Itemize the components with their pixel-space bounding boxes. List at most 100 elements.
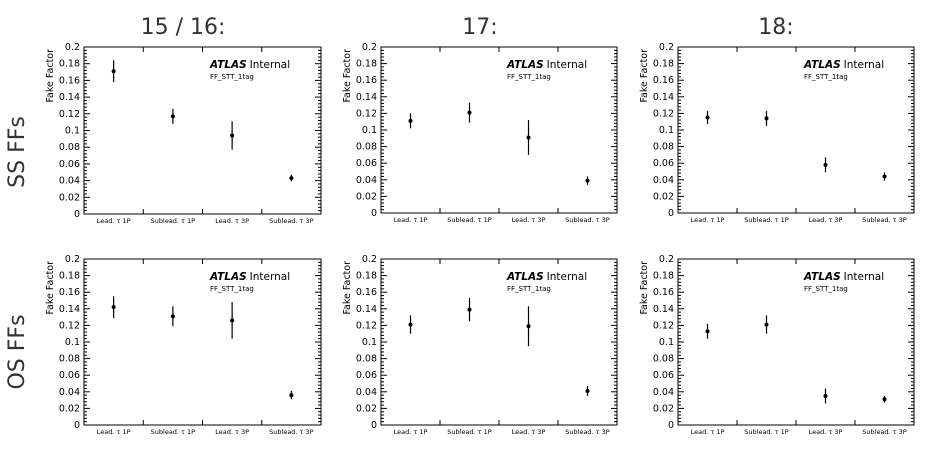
y-tick-label: 0 [371, 420, 377, 431]
panel-1: 0 0.02 0.04 0.06 0.08 0.1 0.12 0.14 0.16 0.18 0.2 L… [45, 42, 322, 225]
y-tick-label: 0.18 [356, 59, 377, 70]
x-tick-label: Lead. τ 1P [691, 428, 725, 436]
y-tick-label: 0.02 [59, 192, 80, 203]
y-tick-label: 0.02 [653, 403, 674, 414]
plot-frame [83, 46, 322, 215]
column-title-1: 15 / 16: [141, 15, 226, 40]
y-tick-label: 0.18 [653, 271, 674, 282]
y-tick-label: 0.06 [59, 159, 80, 170]
y-tick-label: 0.04 [59, 387, 80, 398]
y-tick-label: 0.04 [59, 176, 80, 187]
plot-frame [380, 46, 618, 214]
data-point [764, 116, 769, 121]
y-tick-label: 0.2 [659, 42, 674, 53]
y-tick-label: 0.08 [653, 142, 674, 153]
y-tick-label: 0.16 [356, 287, 377, 298]
data-point [882, 397, 887, 402]
x-tick-label: Lead. τ 1P [97, 217, 131, 225]
selection-annotation: FF_STT_1tag [210, 285, 254, 293]
y-tick-label: 0.18 [59, 59, 80, 70]
y-tick-label: 0.1 [362, 337, 377, 348]
row-title-ss: SS FFs [5, 116, 30, 188]
y-axis-label: Fake Factor [342, 261, 353, 315]
y-axis-label: Fake Factor [45, 261, 56, 315]
x-tick-label: Sublead. τ 3P [565, 216, 610, 224]
data-point [823, 162, 828, 167]
data-point [230, 318, 235, 323]
plot-frame [677, 46, 915, 214]
data-point [467, 110, 472, 115]
x-tick-label: Lead. τ 3P [809, 428, 843, 436]
panel-3: 0 0.02 0.04 0.06 0.08 0.1 0.12 0.14 0.16 0.18 0.2 L… [639, 42, 915, 224]
atlas-label-sub: Internal [547, 271, 587, 283]
x-tick-label: Sublead. τ 3P [862, 428, 907, 436]
panel-6: 0 0.02 0.04 0.06 0.08 0.1 0.12 0.14 0.16 0.18 0.2 L… [639, 254, 915, 436]
y-tick-label: 0.02 [356, 403, 377, 414]
atlas-label-main: ATLAS [803, 271, 841, 283]
plot-frame [380, 258, 618, 426]
data-point [170, 114, 175, 119]
data-point [289, 176, 294, 181]
data-point [111, 305, 116, 310]
y-tick-label: 0.12 [356, 320, 377, 331]
y-tick-label: 0.08 [356, 142, 377, 153]
y-tick-label: 0.12 [653, 320, 674, 331]
y-tick-label: 0.12 [653, 108, 674, 119]
y-tick-label: 0.1 [65, 337, 80, 348]
y-tick-label: 0 [74, 420, 80, 431]
y-tick-label: 0 [371, 208, 377, 219]
atlas-label-main: ATLAS [803, 59, 841, 71]
y-tick-label: 0.16 [59, 75, 80, 86]
y-tick-label: 0.2 [65, 42, 80, 53]
y-tick-label: 0.1 [659, 337, 674, 348]
panels: 0 0.02 0.04 0.06 0.08 0.1 0.12 0.14 0.16 0.18 0.2 L… [45, 42, 915, 436]
y-tick-label: 0.12 [59, 109, 80, 120]
y-tick-label: 0 [668, 420, 674, 431]
y-tick-label: 0.14 [356, 92, 377, 103]
y-tick-label: 0.2 [65, 254, 80, 265]
panel-4: 0 0.02 0.04 0.06 0.08 0.1 0.12 0.14 0.16 0.18 0.2 L… [45, 254, 322, 436]
y-axis-label: Fake Factor [45, 49, 56, 103]
y-tick-label: 0.08 [356, 354, 377, 365]
y-tick-label: 0.04 [356, 387, 377, 398]
atlas-label: ATLAS Internal [803, 59, 884, 71]
y-tick-label: 0.06 [653, 370, 674, 381]
y-tick-label: 0.04 [653, 387, 674, 398]
y-axis-label: Fake Factor [639, 49, 650, 103]
data-point [526, 324, 531, 329]
selection-annotation: FF_STT_1tag [507, 285, 551, 293]
atlas-label-main: ATLAS [209, 59, 247, 71]
x-tick-label: Sublead. τ 1P [151, 428, 196, 436]
x-tick-label: Lead. τ 1P [394, 216, 428, 224]
atlas-label-main: ATLAS [506, 59, 544, 71]
x-tick-label: Sublead. τ 3P [269, 217, 314, 225]
y-tick-label: 0.2 [362, 42, 377, 53]
x-tick-label: Sublead. τ 1P [447, 428, 492, 436]
y-tick-label: 0.2 [362, 254, 377, 265]
y-tick-label: 0.06 [653, 158, 674, 169]
x-tick-label: Sublead. τ 3P [862, 216, 907, 224]
x-tick-label: Lead. τ 3P [215, 428, 249, 436]
atlas-label: ATLAS Internal [209, 59, 290, 71]
panel-5: 0 0.02 0.04 0.06 0.08 0.1 0.12 0.14 0.16 0.18 0.2 L… [342, 254, 618, 436]
y-tick-label: 0.1 [659, 125, 674, 136]
data-point [289, 393, 294, 398]
atlas-label-sub: Internal [844, 59, 884, 71]
x-tick-label: Sublead. τ 1P [744, 216, 789, 224]
y-tick-label: 0 [668, 208, 674, 219]
selection-annotation: FF_STT_1tag [507, 73, 551, 81]
x-tick-label: Lead. τ 1P [97, 428, 131, 436]
x-tick-label: Lead. τ 3P [215, 217, 249, 225]
y-tick-label: 0.06 [356, 370, 377, 381]
y-tick-label: 0.02 [356, 191, 377, 202]
y-tick-label: 0.16 [59, 287, 80, 298]
data-point [467, 307, 472, 312]
x-tick-label: Sublead. τ 1P [447, 216, 492, 224]
y-tick-label: 0.14 [653, 92, 674, 103]
data-point [823, 393, 828, 398]
y-tick-label: 0.16 [653, 287, 674, 298]
x-tick-label: Sublead. τ 1P [744, 428, 789, 436]
selection-annotation: FF_STT_1tag [210, 73, 254, 81]
y-tick-label: 0.08 [59, 142, 80, 153]
atlas-label: ATLAS Internal [506, 59, 587, 71]
